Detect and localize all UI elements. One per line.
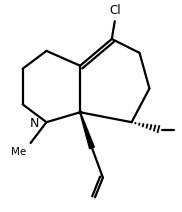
Polygon shape — [80, 112, 94, 149]
Text: N: N — [30, 117, 39, 130]
Text: Cl: Cl — [109, 4, 121, 17]
Text: Me: Me — [11, 147, 26, 157]
